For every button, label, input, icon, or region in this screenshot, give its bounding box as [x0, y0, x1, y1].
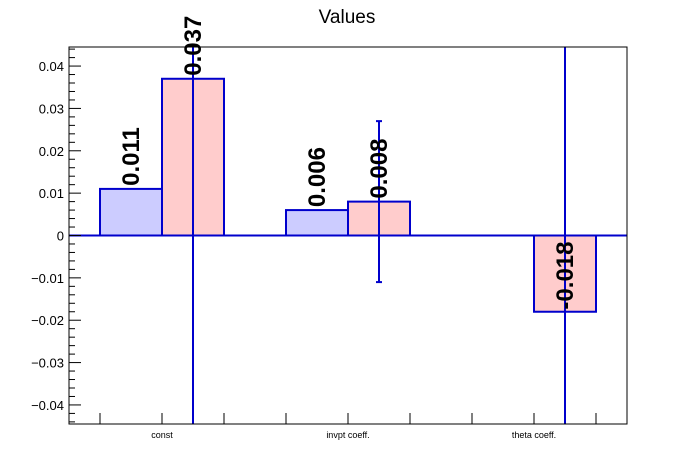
y-tick-label: −0.01 — [31, 271, 64, 286]
data-label: 0.011 — [118, 127, 145, 186]
bar — [99, 187, 163, 237]
y-tick-label: 0.04 — [39, 59, 64, 74]
y-tick-label: 0.03 — [39, 101, 64, 116]
chart-title: Values — [319, 7, 376, 28]
bars-layer — [99, 77, 597, 313]
data-label: 0.008 — [366, 139, 393, 199]
y-tick-label: 0.01 — [39, 186, 64, 201]
y-tick-label: −0.02 — [31, 313, 64, 328]
bar — [285, 209, 349, 237]
data-label: 0.006 — [304, 147, 331, 207]
x-category-label: invpt coeff. — [326, 430, 369, 440]
y-tick-label: 0.02 — [39, 144, 64, 159]
y-tick-label: −0.03 — [31, 356, 64, 371]
y-tick-label: −0.04 — [31, 398, 64, 413]
x-category-label: const — [151, 430, 173, 440]
x-category-label: theta coeff. — [512, 430, 556, 440]
axes-layer: −0.04 −0.03 −0.02 −0.01 0 0.01 0.02 0.03 0.04 con… — [31, 46, 628, 440]
data-label: 0.037 — [180, 16, 207, 76]
data-labels-layer: 0.011 0.006 0.037 0.008 -0.018 — [118, 16, 579, 310]
data-label: -0.018 — [552, 242, 579, 310]
y-tick-label: 0 — [57, 229, 64, 244]
